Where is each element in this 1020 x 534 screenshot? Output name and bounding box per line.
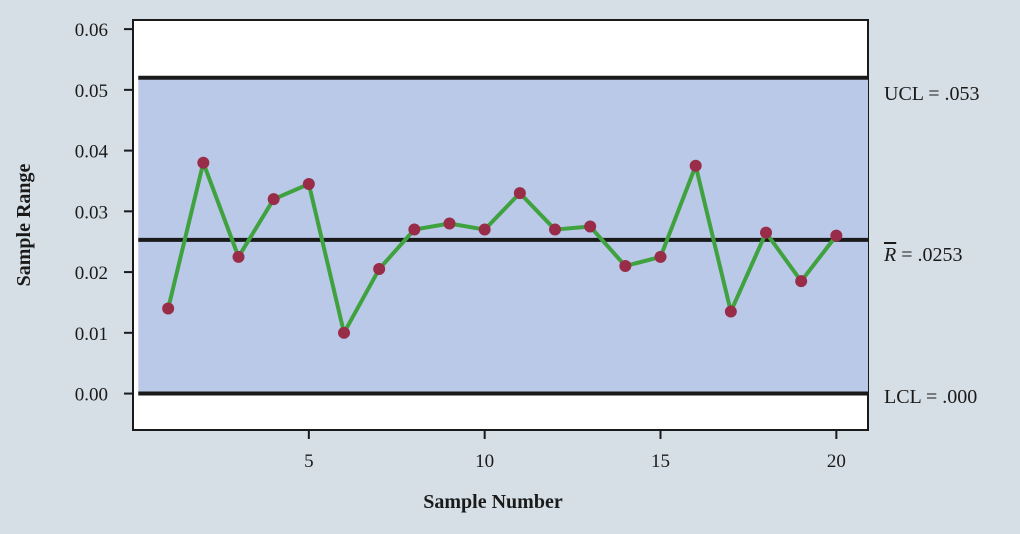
data-point [478,223,491,236]
data-point [162,302,175,315]
y-tick-label: 0.03 [75,202,108,223]
ucl-label: UCL = .053 [884,83,980,105]
data-point [619,260,632,272]
data-point [302,178,315,190]
x-tick-label: 10 [475,451,494,472]
control-band [138,77,868,394]
data-point [724,305,737,318]
x-tick-label: 5 [304,451,314,472]
data-point [267,193,280,206]
y-tick-label: 0.01 [75,324,108,345]
data-point [373,263,386,276]
y-tick-label: 0.05 [75,81,108,102]
data-point [338,326,351,339]
data-point [197,156,210,169]
series-line [166,160,838,335]
data-point [549,223,562,236]
data-point [654,250,667,263]
y-tick-label: 0.04 [75,142,109,163]
y-tick-label: 0.00 [75,385,108,406]
x-axis-title: Sample Number [423,491,563,513]
reference-labels: UCL = .053 R = .0253 LCL = .000 [883,83,980,408]
center-line-value: = .0253 [896,244,962,266]
data-point [443,217,456,230]
reference-lines [138,75,868,396]
data-point [408,223,421,236]
data-points [162,156,843,339]
y-axis-title: Sample Range [13,163,35,286]
x-tick-label: 15 [651,451,670,472]
data-point [830,229,843,242]
data-point [232,250,245,263]
center-line-label: R = .0253 [883,244,963,266]
r-bar-symbol: R [883,244,896,266]
data-point [689,159,702,172]
data-point [584,220,597,233]
y-tick-label: 0.06 [75,20,108,41]
y-tick-label: 0.02 [75,263,108,284]
lcl-label: LCL = .000 [884,386,977,408]
data-point [795,275,808,288]
x-tick-label: 20 [827,451,846,472]
data-point [760,226,773,239]
x-axis-ticks: 5 10 15 20 [304,430,846,472]
data-point [513,187,526,200]
y-axis-ticks: 0.00 0.01 0.02 0.03 0.04 0.05 0.06 [75,20,133,406]
